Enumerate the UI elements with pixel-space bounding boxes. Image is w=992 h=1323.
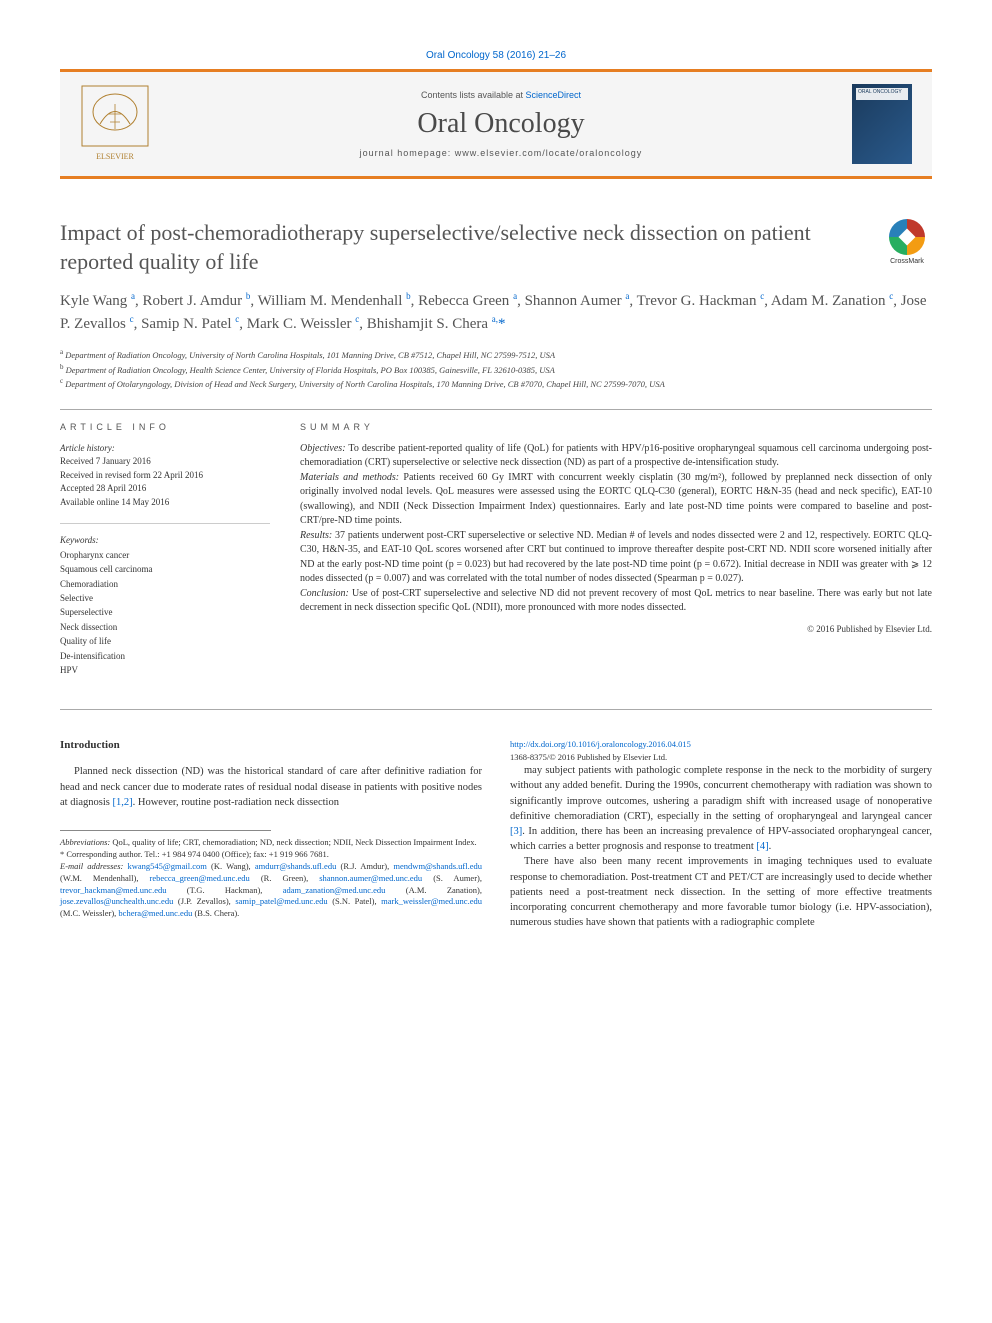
crossmark-badge[interactable]: CrossMark bbox=[882, 219, 932, 265]
keywords-list: Oropharynx cancerSquamous cell carcinoma… bbox=[60, 548, 270, 678]
journal-cover-thumbnail: ORAL ONCOLOGY bbox=[852, 84, 912, 164]
body-paragraph: may subject patients with pathologic com… bbox=[510, 763, 932, 854]
citation-line: Oral Oncology 58 (2016) 21–26 bbox=[60, 50, 932, 61]
abstract-text: Objectives: To describe patient-reported… bbox=[300, 442, 932, 616]
header-bottom-rule bbox=[60, 176, 932, 179]
summary-heading: SUMMARY bbox=[300, 422, 932, 432]
abstract-copyright: © 2016 Published by Elsevier Ltd. bbox=[300, 624, 932, 634]
keywords-label: Keywords: bbox=[60, 534, 270, 548]
body-paragraph: Planned neck dissection (ND) was the his… bbox=[60, 764, 482, 810]
article-title: Impact of post-chemoradiotherapy superse… bbox=[60, 219, 932, 276]
journal-homepage: journal homepage: www.elsevier.com/locat… bbox=[170, 148, 832, 158]
divider bbox=[60, 409, 932, 410]
divider bbox=[60, 709, 932, 710]
page-footer: http://dx.doi.org/10.1016/j.oraloncology… bbox=[510, 738, 932, 763]
journal-name: Oral Oncology bbox=[170, 108, 832, 140]
crossmark-icon bbox=[889, 219, 925, 255]
affiliations: a Department of Radiation Oncology, Univ… bbox=[60, 347, 932, 391]
svg-text:ELSEVIER: ELSEVIER bbox=[96, 152, 134, 161]
doi-link[interactable]: http://dx.doi.org/10.1016/j.oraloncology… bbox=[510, 738, 932, 750]
history-label: Article history: bbox=[60, 442, 270, 456]
contents-line: Contents lists available at ScienceDirec… bbox=[170, 90, 832, 100]
elsevier-logo: ELSEVIER bbox=[80, 84, 150, 164]
footnotes: Abbreviations: QoL, quality of life; CRT… bbox=[60, 830, 482, 920]
sciencedirect-link[interactable]: ScienceDirect bbox=[526, 90, 582, 100]
divider bbox=[60, 523, 270, 524]
article-history: Received 7 January 2016Received in revis… bbox=[60, 455, 270, 509]
introduction-heading: Introduction bbox=[60, 738, 482, 754]
journal-header: ELSEVIER Contents lists available at Sci… bbox=[60, 72, 932, 176]
issn-copyright: 1368-8375/© 2016 Published by Elsevier L… bbox=[510, 751, 932, 763]
body-paragraph: There have also been many recent improve… bbox=[510, 854, 932, 930]
article-info-heading: ARTICLE INFO bbox=[60, 422, 270, 432]
author-list: Kyle Wang a, Robert J. Amdur b, William … bbox=[60, 290, 932, 335]
